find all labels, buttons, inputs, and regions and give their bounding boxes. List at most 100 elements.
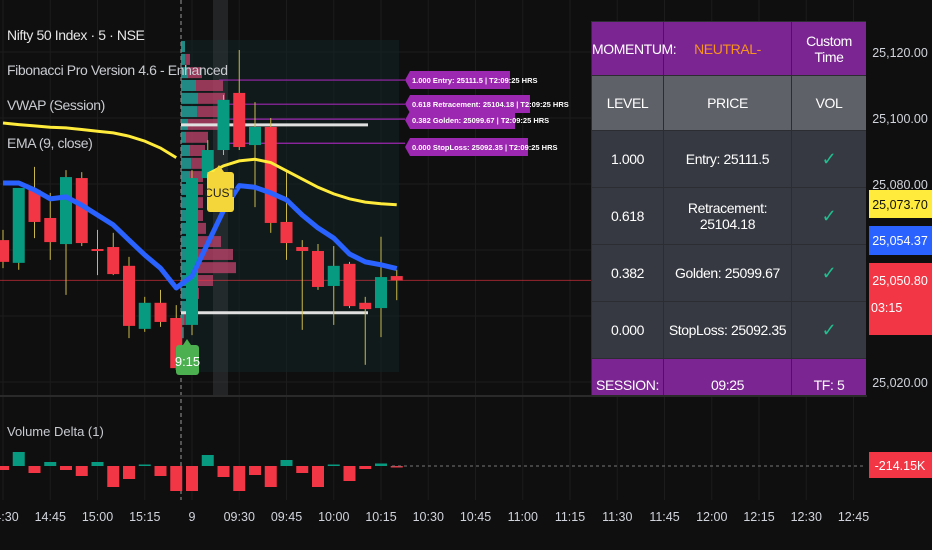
custom-marker-label: CUST	[204, 186, 237, 200]
profile-buy-bar	[181, 301, 186, 313]
time-tick-label: 14:30	[0, 510, 19, 524]
fib-label: 0.618 Retracement: 25104.18 | T2:09:25 H…	[412, 100, 569, 109]
range-lines	[181, 123, 368, 315]
momentum-label: MOMENTUM:	[591, 21, 677, 76]
session-start-label: 9:15	[175, 354, 200, 369]
candle-body	[91, 249, 104, 252]
profile-sell-bar	[190, 171, 203, 183]
time-tick-label: 10:00	[318, 510, 349, 524]
price-cell: Retracement: 25104.18	[663, 187, 792, 245]
candle-body	[75, 178, 88, 244]
fib-label: 0.000 StopLoss: 25092.35 | T2:09:25 HRS	[412, 143, 558, 152]
time-tick-label: 15:00	[82, 510, 113, 524]
volume-delta-bar	[154, 466, 167, 476]
candle-body	[343, 263, 356, 307]
price-tick-label: 25,100.00	[872, 112, 928, 126]
column-header-level: LEVEL	[591, 75, 664, 131]
price-cell: StopLoss: 25092.35	[663, 301, 792, 359]
candle-body	[249, 126, 261, 146]
time-tick-label: 11:45	[649, 510, 679, 524]
level-cell: 0.618	[591, 187, 664, 245]
candle-body	[60, 177, 72, 245]
fib-label: 0.382 Golden: 25099.67 | T2:09:25 HRS	[412, 116, 549, 125]
volume-delta-bars	[0, 452, 403, 491]
price-tick-label: 25,120.00	[872, 46, 928, 60]
profile-buy-bar	[181, 313, 184, 325]
volume-delta-bar	[170, 466, 183, 491]
indicator-vwap[interactable]: VWAP (Session)	[7, 97, 105, 113]
volume-delta-bar	[312, 466, 324, 487]
profile-buy-bar	[181, 183, 189, 195]
indicator-fibonacci[interactable]: Fibonacci Pro Version 4.6 - Enhanced	[7, 62, 228, 78]
volume-delta-bar	[12, 452, 25, 466]
volume-delta-bar	[138, 464, 151, 466]
profile-buy-bar	[181, 222, 189, 234]
profile-sell-bar	[188, 67, 202, 79]
volume-delta-bar	[359, 466, 372, 469]
volume-delta-bar	[186, 466, 198, 491]
candle-body	[280, 221, 293, 244]
volume-delta-bar	[123, 466, 135, 479]
volume-delta-bar	[91, 462, 104, 466]
volume-delta-bar	[280, 460, 293, 466]
volume-delta-bar	[107, 466, 120, 487]
candle-body	[28, 189, 41, 222]
profile-buy-bar	[181, 92, 198, 104]
time-tick-label: 9	[189, 510, 196, 524]
time-tick-label: 10:15	[365, 510, 396, 524]
volume-delta-bar	[390, 466, 403, 468]
momentum-value: NEUTRAL-	[663, 21, 792, 76]
volume-delta-bar	[0, 466, 9, 470]
time-tick-label: 12:30	[791, 510, 822, 524]
ema-line	[3, 180, 398, 291]
profile-buy-bar	[181, 53, 185, 65]
level-cell: 0.000	[591, 301, 664, 359]
profile-sell-bar	[190, 145, 205, 156]
time-axis[interactable]: 14:30 14:45 15:00 15:15 9 09:30 09:45 10:00 10:1…	[0, 510, 869, 524]
price-tick-label: 25,020.00	[872, 376, 928, 390]
fibonacci-table: MOMENTUM: NEUTRAL- Custom Time LEVEL PRI…	[591, 21, 866, 395]
candle-body	[12, 187, 25, 263]
symbol-title[interactable]: Nifty 50 Index · 5 · NSE	[7, 27, 145, 43]
profile-sell-bar	[183, 327, 184, 339]
profile-buy-bar	[181, 41, 185, 53]
indicator-ema[interactable]: EMA (9, close)	[7, 135, 93, 151]
candles	[0, 50, 403, 371]
column-header-price: PRICE	[663, 75, 792, 131]
check-icon: ✓	[791, 130, 866, 188]
candle-body	[233, 92, 246, 148]
volume-delta-bar	[264, 466, 277, 487]
table-row: 0.382 Golden: 25099.67 ✓	[591, 244, 866, 302]
candle-body	[154, 302, 167, 322]
candle-body	[359, 302, 372, 310]
fib-label-box	[405, 111, 515, 129]
candle-body	[327, 265, 340, 286]
profile-sell-bar	[193, 262, 236, 274]
table-row: 1.000 Entry: 25111.5 ✓	[591, 130, 866, 188]
svg-text:-214.15K: -214.15K	[875, 459, 926, 473]
volume-delta-bar	[249, 466, 261, 475]
check-icon: ✓	[791, 301, 866, 359]
profile-sell-bar	[191, 248, 233, 260]
volume-delta-bar	[375, 463, 387, 466]
candle-body	[138, 302, 151, 329]
table-row: 0.000 StopLoss: 25092.35 ✓	[591, 301, 866, 359]
profile-buy-bar	[181, 106, 197, 118]
fib-levels: 1.000 Entry: 25111.5 | T2:09:25 HRS 0.618…	[219, 71, 569, 156]
session-start-marker: 9:15	[175, 339, 200, 375]
svg-text:25,050.80: 25,050.80	[872, 274, 928, 288]
time-tick-label: 09:45	[271, 510, 302, 524]
candle-body	[0, 240, 9, 262]
candle-body	[375, 277, 387, 309]
time-tick-label: 12:45	[838, 510, 869, 524]
profile-buy-bar	[181, 236, 189, 248]
fib-label-box	[405, 138, 528, 156]
profile-buy-bar	[181, 210, 189, 222]
session-label: SESSION:	[591, 358, 664, 395]
candle-body	[186, 178, 198, 325]
profile-sell-bar	[196, 79, 223, 91]
volume-delta-bar	[44, 462, 57, 466]
profile-sell-bar	[191, 157, 206, 169]
level-cell: 0.382	[591, 244, 664, 302]
volume-delta-bar	[296, 466, 309, 473]
